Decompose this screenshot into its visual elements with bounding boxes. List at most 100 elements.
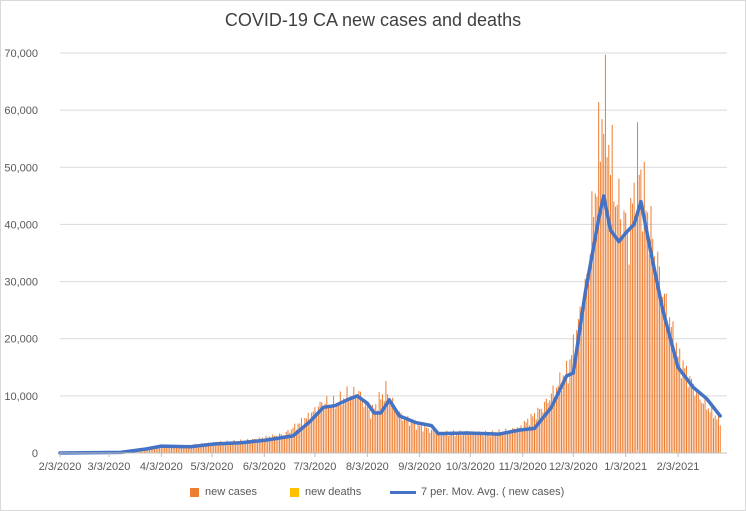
x-tick-label: 10/3/2020 [446,461,495,473]
bar-new-cases [665,293,667,453]
bar-new-cases [265,435,267,453]
bar-new-cases [410,419,412,453]
bar-new-cases [633,182,635,453]
bar-new-cases [402,420,404,453]
bar-new-cases [630,197,632,453]
bar-new-cases [498,429,500,453]
bar-new-cases [486,434,488,453]
bar-new-cases [488,433,490,453]
bar-new-deaths [593,451,595,453]
bar-new-cases [474,434,476,453]
bar-new-cases [159,445,161,453]
bar-new-cases [383,400,385,453]
bar-new-cases [579,306,581,453]
bar-new-cases [552,385,554,453]
bar-new-cases [307,412,309,453]
bar-new-cases [365,399,367,453]
bar-new-cases [596,196,598,454]
bar-new-cases [302,426,304,453]
bar-new-cases [692,383,694,453]
bar-new-cases [392,397,394,453]
bar-new-cases [689,376,691,453]
bar-new-cases [442,434,444,453]
bar-new-cases [571,355,573,453]
bar-new-cases [390,404,392,453]
bar-new-cases [196,445,198,453]
bar-new-cases [189,446,191,453]
bar-new-cases [236,441,238,453]
bar-new-cases [255,438,257,453]
bar-new-cases [623,210,625,453]
x-tick-label: 11/3/2020 [499,461,547,473]
legend-swatch-new-cases [190,487,199,497]
bar-new-cases [240,439,242,453]
bar-new-cases [167,446,169,453]
bar-new-cases [174,445,176,453]
bar-new-cases [660,299,662,453]
bar-new-cases [491,430,493,453]
bar-new-cases [324,403,326,453]
bar-new-cases [505,428,507,453]
bar-new-cases [290,429,292,453]
bar-new-cases [152,446,154,453]
bar-new-cases [351,396,353,453]
bar-new-cases [165,445,167,453]
bar-new-cases [317,406,319,453]
bar-new-cases [508,432,510,453]
bar-new-cases [353,386,355,453]
bar-new-cases [657,251,659,453]
bar-new-cases [697,390,699,453]
bar-new-cases [653,256,655,453]
bar-new-cases [422,431,424,453]
bar-new-cases [432,429,434,453]
bar-new-cases [604,54,606,453]
bar-new-cases [618,178,620,453]
bar-new-cases [176,447,178,453]
bar-new-cases [655,274,657,453]
bar-new-cases [186,446,188,453]
bar-new-cases [314,407,316,453]
bar-new-deaths [719,451,721,453]
bar-new-cases [209,443,211,453]
x-tick-label: 12/3/2020 [549,461,598,473]
bar-new-cases [645,210,647,453]
bar-new-cases [170,447,172,453]
bar-new-cases [363,407,365,453]
bar-new-cases [436,434,438,453]
bar-new-cases [147,448,149,453]
bar-new-cases [409,425,411,453]
bar-new-cases [544,401,546,453]
bar-new-cases [510,430,512,453]
bar-new-cases [635,220,637,453]
bar-new-cases [589,254,591,453]
bar-new-cases [485,430,487,453]
bar-new-cases [709,412,711,453]
bar-new-cases [609,174,611,453]
bar-new-cases [297,423,299,453]
bar-new-cases [157,447,159,453]
bar-new-cases [446,430,448,453]
x-tick-label: 4/3/2020 [140,461,183,473]
bar-new-cases [493,434,495,453]
bar-new-cases [257,441,259,453]
bar-new-cases [179,446,181,453]
bar-new-cases [252,438,254,453]
bar-new-cases [388,397,390,453]
bar-new-cases [336,403,338,453]
bar-new-cases [601,119,603,454]
bar-new-cases [594,193,596,454]
bar-new-cases [658,266,660,453]
bar-new-cases [458,433,460,453]
bar-new-cases [312,411,314,453]
bar-new-cases [500,432,502,453]
bar-new-cases [284,435,286,453]
bar-new-cases [483,436,485,453]
bar-new-cases [263,440,265,453]
bar-new-cases [203,444,205,453]
bar-new-cases [150,448,152,453]
bar-new-cases [309,421,311,453]
bar-new-cases [348,401,350,453]
y-tick-label: 60,000 [4,105,38,117]
bar-new-cases [341,405,343,453]
x-tick-label: 2/3/2020 [39,461,82,473]
